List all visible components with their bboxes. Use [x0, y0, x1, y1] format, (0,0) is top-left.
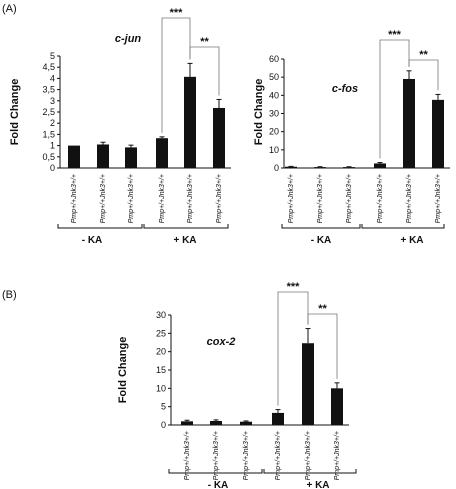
y-axis-label: Fold Change — [9, 79, 21, 146]
y-tick-label: 10 — [269, 145, 279, 155]
chart-title: cox-2 — [207, 336, 236, 348]
group-bracket-plus-ka — [361, 224, 445, 229]
chart-cox-2: cox-2 Fold Change - KA + KA 0 5 10 15 20 25 30… — [117, 281, 357, 489]
x-tick-label: Pmp+/+Jnk3+/+ — [71, 174, 78, 223]
bar — [213, 107, 225, 168]
y-tick-label: 30 — [156, 310, 166, 320]
chart-title: c-jun — [115, 33, 142, 45]
bar — [125, 147, 137, 168]
chart-title: c-fos — [332, 83, 358, 95]
bar — [432, 99, 444, 168]
bar — [331, 388, 343, 425]
y-tick-label: 3 — [50, 96, 55, 106]
significance-label: ** — [200, 36, 209, 48]
y-tick-label: 40 — [269, 90, 279, 100]
bar — [343, 167, 355, 168]
x-tick-label: Pmp+/+Jnk3+/+ — [184, 431, 191, 480]
y-tick-label: 0 — [50, 163, 55, 173]
bar — [403, 78, 415, 168]
panel-label-b: (B) — [2, 289, 17, 301]
x-tick-label: Pmp+/+Jnk3+/+ — [317, 174, 324, 223]
significance-bracket — [307, 313, 338, 379]
x-tick-label: Pmp+/+Jnk3+/+ — [377, 174, 384, 223]
y-tick-label: 2 — [50, 118, 55, 128]
bar — [156, 138, 168, 168]
significance-label: *** — [170, 7, 184, 19]
bar — [302, 343, 314, 425]
group-bracket-minus-ka — [57, 224, 143, 229]
group-label-minus-ka: - KA — [311, 235, 332, 246]
y-tick-label: 4 — [50, 73, 55, 83]
x-tick-label: Pmp+/+Jnk3+/+ — [406, 174, 413, 223]
group-bracket-minus-ka — [281, 224, 361, 229]
bar — [181, 421, 193, 425]
y-tick-label: 15 — [156, 365, 166, 375]
y-tick-label: 1,5 — [42, 129, 55, 139]
significance-label: *** — [388, 29, 402, 41]
bar — [97, 144, 109, 168]
significance-bracket — [161, 17, 191, 133]
x-tick-label: Pmp+/+Jnk3+/+ — [334, 431, 341, 480]
y-tick-label: 30 — [269, 109, 279, 119]
bar — [210, 420, 222, 425]
y-tick-label: 0 — [274, 163, 279, 173]
significance-label: ** — [419, 49, 428, 61]
significance-bracket — [408, 59, 439, 91]
chart-c-fos: c-fos Fold Change - KA + KA 0 10 20 30 40 50 6… — [253, 29, 450, 246]
bar — [240, 421, 252, 425]
y-tick-label: 60 — [269, 54, 279, 64]
significance-label: ** — [318, 303, 327, 315]
y-tick-label: 5 — [161, 402, 166, 412]
x-tick-label: Pmp+/+Jnk3+/+ — [159, 174, 166, 223]
group-label-plus-ka: + KA — [306, 480, 329, 489]
x-tick-label: Pmp+/+Jnk3+/+ — [243, 431, 250, 480]
x-tick-label: Pmp+/+Jnk3+/+ — [288, 174, 295, 223]
y-tick-label: 25 — [156, 328, 166, 338]
x-tick-label: Pmp+/+Jnk3+/+ — [100, 174, 107, 223]
x-tick-label: Pmp+/+Jnk3+/+ — [128, 174, 135, 223]
y-tick-label: 10 — [156, 383, 166, 393]
bar — [314, 167, 326, 168]
x-tick-label: Pmp+/+Jnk3+/+ — [305, 431, 312, 480]
y-tick-label: 50 — [269, 72, 279, 82]
bar — [285, 166, 297, 168]
x-tick-label: Pmp+/+Jnk3+/+ — [216, 174, 223, 223]
x-tick-label: Pmp+/+Jnk3+/+ — [275, 431, 282, 480]
y-tick-label: 5 — [50, 51, 55, 61]
y-tick-label: 20 — [156, 347, 166, 357]
x-tick-label: Pmp+/+Jnk3+/+ — [187, 174, 194, 223]
group-label-plus-ka: + KA — [173, 235, 196, 246]
x-tick-label: Pmp+/+Jnk3+/+ — [435, 174, 442, 223]
group-label-minus-ka: - KA — [208, 480, 229, 489]
group-label-plus-ka: + KA — [400, 235, 423, 246]
y-axis-label: Fold Change — [117, 337, 129, 404]
y-tick-label: 1 — [50, 141, 55, 151]
group-bracket-plus-ka — [263, 469, 357, 474]
bar — [272, 412, 284, 425]
group-bracket-plus-ka — [143, 224, 229, 229]
group-label-minus-ka: - KA — [82, 235, 103, 246]
y-tick-label: 2,5 — [42, 107, 55, 117]
significance-label: *** — [287, 281, 301, 293]
y-axis-label: Fold Change — [253, 79, 265, 146]
significance-bracket — [189, 46, 220, 96]
y-tick-label: 3,5 — [42, 85, 55, 95]
bar — [374, 163, 386, 168]
chart-c-jun: c-jun Fold Change - KA + KA 00,51 1,522,5… — [9, 7, 231, 246]
group-bracket-minus-ka — [168, 469, 263, 474]
x-tick-label: Pmp+/+Jnk3+/+ — [213, 431, 220, 480]
bar — [68, 145, 80, 168]
significance-bracket — [277, 291, 309, 406]
y-tick-label: 0,5 — [42, 152, 55, 162]
y-tick-label: 20 — [269, 127, 279, 137]
significance-bracket — [379, 39, 410, 159]
bar — [184, 76, 196, 168]
x-tick-label: Pmp+/+Jnk3+/+ — [346, 174, 353, 223]
y-tick-label: 0 — [161, 420, 166, 430]
panel-label-a: (A) — [2, 3, 17, 15]
y-tick-label: 4,5 — [42, 62, 55, 72]
